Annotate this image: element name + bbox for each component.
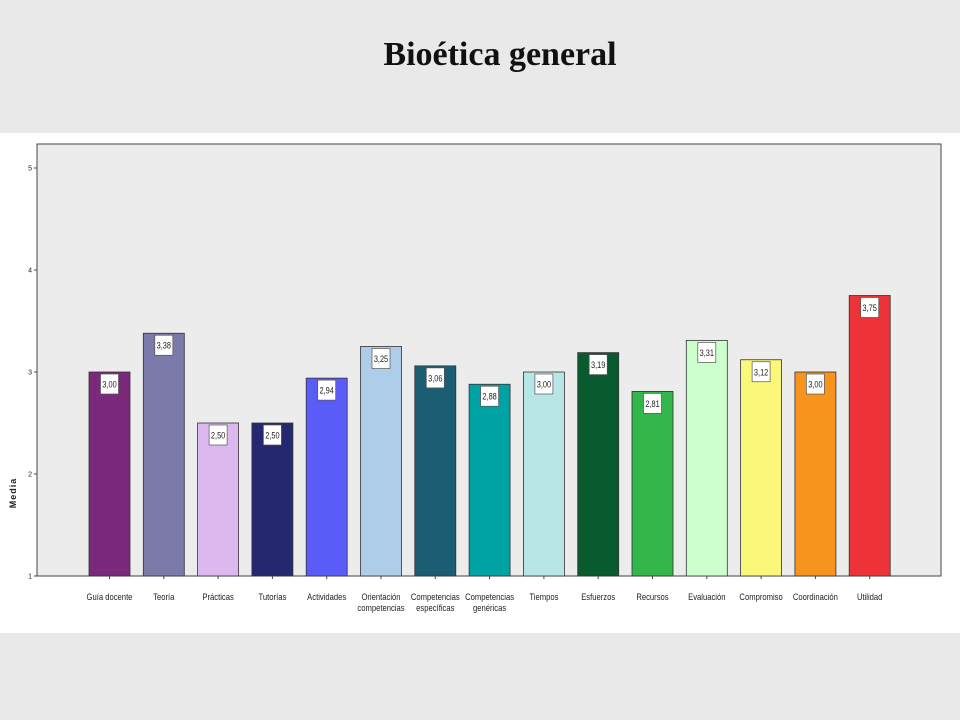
bar (523, 371, 565, 577)
bar (251, 422, 294, 577)
data-label-box (100, 373, 119, 395)
data-label: 3,06 (428, 374, 443, 384)
data-label-box (263, 424, 282, 446)
data-label: 3,00 (537, 380, 552, 390)
data-label: 2,50 (211, 431, 226, 441)
y-tick-label: 5 (28, 166, 32, 173)
category-label: Actividades (307, 591, 346, 602)
data-label: 3,31 (700, 348, 715, 358)
category-label: Orientación (361, 591, 400, 602)
data-label: 3,25 (374, 354, 389, 364)
category-label: Recursos (636, 591, 668, 602)
bar (360, 346, 402, 577)
data-label-box (588, 354, 608, 375)
slide-title: Bioética general (383, 36, 617, 73)
data-labels: 3,00 3,38 2,50 2,50 2,94 3,25 3,06 2,88 3,00 3,19… (100, 297, 880, 446)
bar (631, 390, 674, 577)
data-label: 3,38 (157, 341, 172, 351)
data-label-box (317, 379, 337, 401)
y-tick-label: 2 (28, 472, 32, 479)
category-label: Competencias (411, 591, 460, 602)
bar (88, 371, 131, 577)
bar (848, 295, 891, 577)
data-label-box (806, 373, 825, 395)
bar (468, 383, 511, 577)
data-label-box (643, 393, 662, 414)
data-label-box (425, 367, 445, 389)
category-label: Competencias (465, 591, 514, 602)
bar-chart: Media 1 2 3 4 5 3,00 3,38 2,50 2,50 2,94 3,25 3,06… (8, 143, 942, 613)
y-tick-label: 4 (28, 268, 32, 275)
category-label: Coordinación (793, 591, 838, 602)
bars (88, 295, 891, 577)
bar (740, 359, 782, 577)
category-label: Compromiso (739, 591, 783, 602)
data-label-box (371, 348, 391, 369)
category-label: Esfuerzos (581, 591, 615, 602)
category-label: Evaluación (688, 591, 726, 602)
data-label: 2,94 (320, 386, 335, 396)
data-label-box (534, 373, 554, 395)
data-label: 2,50 (265, 431, 280, 441)
category-label: competencias (357, 602, 404, 613)
data-label: 3,12 (754, 368, 769, 378)
chart-panel: Media 1 2 3 4 5 3,00 3,38 2,50 2,50 2,94 3,25 3,06… (0, 133, 960, 633)
category-label: genéricas (473, 602, 506, 613)
bar (794, 371, 837, 577)
data-label: 3,00 (808, 380, 823, 390)
category-label: Teoría (153, 591, 175, 602)
bar (577, 352, 620, 577)
y-axis-label: Media (8, 478, 18, 509)
data-label-box (751, 361, 771, 383)
data-label-box (860, 297, 880, 318)
category-label: Prácticas (202, 591, 233, 602)
data-label: 3,75 (863, 303, 878, 313)
data-label: 2,81 (645, 399, 660, 409)
y-tick-label: 1 (28, 574, 32, 581)
x-axis-labels: Guía docente Teoría Prácticas Tutorías Activ… (87, 576, 883, 613)
bar (685, 339, 728, 577)
data-label: 2,88 (482, 392, 497, 402)
data-label-box (697, 342, 717, 363)
category-label: Guía docente (87, 591, 133, 602)
data-label-box (208, 424, 228, 446)
bar (142, 332, 185, 577)
category-label: Tiempos (529, 591, 558, 602)
data-label: 3,19 (591, 360, 606, 370)
data-label-box (480, 385, 499, 407)
bar (414, 365, 457, 577)
data-label-box (154, 334, 174, 356)
y-tick-label: 3 (28, 370, 32, 377)
category-label: específicas (416, 602, 454, 613)
category-label: Tutorías (259, 591, 287, 602)
bar (305, 377, 348, 577)
y-axis: 1 2 3 4 5 (28, 166, 37, 581)
category-label: Utilidad (857, 591, 883, 602)
bar (197, 422, 240, 577)
data-label: 3,00 (102, 380, 117, 390)
